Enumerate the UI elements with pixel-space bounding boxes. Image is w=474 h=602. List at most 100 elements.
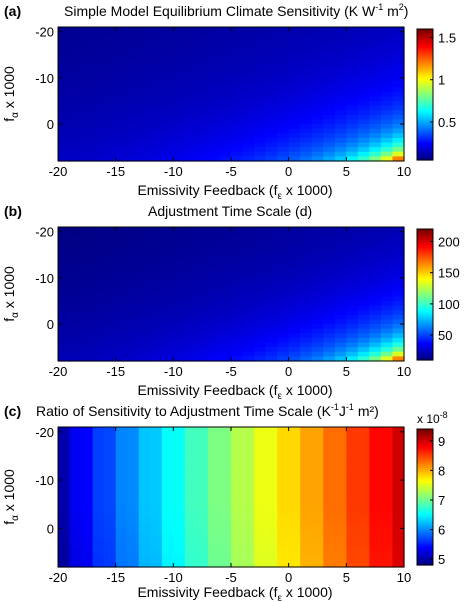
panel-c-heatmap-cell: [58, 523, 71, 529]
panel-b-heatmap-cell: [346, 231, 359, 237]
panel-a-heatmap-cell: [265, 96, 278, 102]
panel-c-colorbar-step: [417, 528, 433, 532]
panel-a-heatmap-cell: [138, 133, 151, 139]
panel-c-heatmap-cell: [127, 431, 140, 438]
panel-b-heatmap-cell: [254, 328, 267, 334]
panel-c-colorbar-tick-label: 7: [438, 493, 445, 508]
panel-b-heatmap-cell: [58, 227, 71, 233]
panel-c-heatmap-cell: [219, 513, 232, 520]
panel-b-heatmap-cell: [346, 314, 359, 321]
panel-b-heatmap-cell: [150, 347, 163, 353]
panel-b-heatmap-cell: [127, 324, 140, 330]
panel-c-heatmap-cell: [196, 552, 209, 558]
panel-a-heatmap-cell: [184, 147, 197, 153]
panel-a-heatmap-cell: [127, 59, 140, 65]
panel-b-colorbar-step: [417, 353, 433, 357]
panel-b-heatmap-cell: [127, 259, 140, 265]
panel-c-heatmap-cell: [323, 499, 336, 505]
panel-c-heatmap-cell: [161, 455, 174, 462]
panel-c-heatmap-cell: [323, 542, 336, 549]
panel-b-colorbar-step: [417, 278, 433, 281]
panel-b-heatmap-cell: [311, 337, 324, 344]
panel-a-heatmap-cell: [115, 119, 128, 125]
panel-b-heatmap-cell: [392, 240, 405, 247]
panel-c-heatmap-cell: [173, 557, 186, 563]
panel-c-heatmap-cell: [196, 470, 209, 476]
panel-b-heatmap-cell: [127, 310, 140, 316]
panel-c-heatmap-cell: [138, 441, 151, 447]
panel-a-heatmap-cell: [311, 36, 324, 42]
panel-c-heatmap-cell: [334, 470, 347, 476]
panel-c-heatmap-cell: [231, 557, 244, 563]
panel-c-heatmap-cell: [380, 441, 394, 447]
panel-c-heatmap-cell: [196, 480, 209, 486]
panel-c-heatmap-cell: [219, 436, 232, 443]
panel-b-heatmap-cell: [231, 310, 244, 316]
panel-c-heatmap-cell: [138, 509, 151, 515]
panel-c-heatmap-cell: [58, 480, 71, 486]
panel-c-heatmap-cell: [138, 528, 151, 534]
panel-a-heatmap-cell: [357, 96, 370, 102]
panel-c-colorbar-step: [417, 456, 433, 460]
panel-b-heatmap-cell: [92, 337, 105, 344]
panel-b-heatmap-cell: [81, 328, 94, 334]
panel-c-heatmap-cell: [196, 518, 209, 525]
panel-a-colorbar-step: [417, 41, 433, 44]
panel-c-heatmap-cell: [231, 441, 244, 447]
panel-a-heatmap-cell: [115, 91, 128, 97]
panel-b-heatmap-cell: [69, 231, 82, 237]
panel-c-heatmap-cell: [161, 465, 174, 472]
panel-a-heatmap-cell: [138, 142, 151, 148]
panel-b-heatmap-cell: [196, 324, 209, 330]
panel-a-heatmap-cell: [127, 156, 140, 162]
panel-c-heatmap-cell: [265, 436, 278, 443]
panel-a-heatmap-cell: [81, 82, 94, 88]
panel-b-heatmap-cell: [300, 347, 313, 353]
panel-a-heatmap-cell: [161, 91, 174, 97]
panel-c-heatmap-cell: [334, 542, 347, 549]
panel-a-colorbar-step: [417, 86, 433, 89]
panel-c-heatmap-cell: [173, 480, 186, 486]
panel-c-heatmap-cell: [150, 509, 163, 515]
panel-b-heatmap-cell: [231, 356, 244, 362]
panel-a-heatmap-cell: [277, 54, 290, 60]
panel-a-heatmap-cell: [138, 50, 151, 56]
panel-c-colorbar-step: [417, 482, 433, 485]
panel-b-heatmap-cell: [231, 351, 244, 357]
panel-a-heatmap-cell: [392, 137, 405, 144]
panel-a-heatmap: [58, 27, 405, 162]
panel-a-y-tick-label: 0: [47, 117, 54, 132]
panel-c-heatmap-cell: [346, 427, 359, 433]
panel-b-heatmap-cell: [184, 310, 197, 316]
panel-b-heatmap-cell: [254, 314, 267, 321]
panel-a-heatmap-cell: [288, 40, 301, 47]
panel-b-xlabel: Emissivity Feedback (fε x 1000): [137, 382, 332, 402]
panel-a-heatmap-cell: [58, 124, 71, 130]
panel-c-heatmap-cell: [81, 436, 94, 443]
panel-a-heatmap-cell: [81, 27, 94, 33]
panel-a-heatmap-cell: [334, 147, 347, 153]
panel-b-heatmap-cell: [184, 259, 197, 265]
panel-c-heatmap-cell: [242, 480, 255, 486]
panel-a-xlabel: Emissivity Feedback (fε x 1000): [137, 182, 332, 202]
panel-b-heatmap-cell: [161, 356, 174, 362]
panel-b-heatmap-cell: [138, 310, 151, 316]
panel-a-heatmap-cell: [311, 133, 324, 139]
panel-c-heatmap-cell: [277, 451, 290, 457]
panel-a-heatmap-cell: [150, 36, 163, 42]
panel-b-heatmap-cell: [369, 240, 382, 247]
panel-b-heatmap-cell: [334, 324, 347, 330]
panel-a-heatmap-cell: [138, 91, 151, 97]
panel-c-heatmap-cell: [288, 480, 301, 486]
panel-a-heatmap-cell: [69, 110, 82, 116]
panel-b-heatmap-cell: [277, 259, 290, 265]
panel-a-colorbar-step: [417, 141, 433, 145]
panel-c-heatmap-cell: [104, 455, 117, 462]
panel-c-heatmap-cell: [207, 451, 221, 457]
panel-c-heatmap-cell: [334, 504, 347, 510]
panel-a-colorbar-step: [417, 76, 433, 79]
panel-a-heatmap-cell: [184, 133, 197, 139]
panel-c-heatmap-cell: [357, 513, 370, 520]
panel-a-heatmap-cell: [231, 137, 244, 144]
